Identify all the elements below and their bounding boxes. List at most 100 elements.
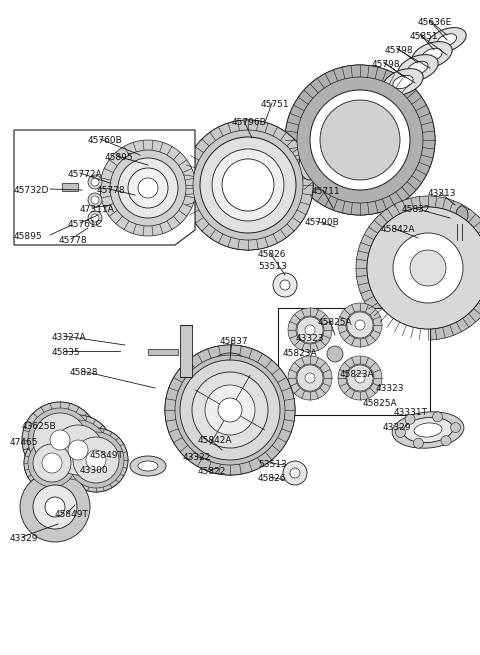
Text: 45778: 45778 [97, 186, 126, 195]
Text: 45636E: 45636E [418, 18, 452, 27]
Ellipse shape [408, 62, 428, 75]
FancyBboxPatch shape [180, 325, 192, 377]
Circle shape [297, 365, 323, 391]
Circle shape [110, 150, 186, 226]
Circle shape [346, 364, 374, 392]
Polygon shape [14, 130, 195, 245]
Circle shape [91, 196, 99, 204]
Circle shape [297, 77, 423, 203]
Circle shape [91, 178, 99, 186]
Ellipse shape [299, 150, 321, 180]
Circle shape [441, 436, 451, 445]
Circle shape [33, 485, 77, 529]
Circle shape [43, 415, 113, 485]
Text: 45760B: 45760B [88, 136, 123, 145]
Circle shape [33, 444, 71, 482]
Circle shape [320, 100, 400, 180]
Circle shape [212, 149, 284, 221]
Text: 45823A: 45823A [283, 349, 318, 358]
Text: 43331T: 43331T [394, 408, 428, 417]
Circle shape [273, 273, 297, 297]
Circle shape [367, 207, 480, 329]
Circle shape [310, 90, 410, 190]
Circle shape [28, 408, 92, 472]
Circle shape [347, 365, 373, 391]
Ellipse shape [456, 206, 468, 224]
Circle shape [183, 120, 313, 250]
Circle shape [64, 428, 128, 492]
Circle shape [222, 159, 274, 211]
Circle shape [88, 175, 102, 189]
Circle shape [53, 425, 103, 475]
Circle shape [193, 130, 303, 240]
Circle shape [165, 345, 295, 475]
Text: 45790B: 45790B [305, 218, 340, 227]
Circle shape [327, 346, 343, 362]
Ellipse shape [422, 48, 442, 62]
Circle shape [183, 120, 313, 250]
Text: 45796B: 45796B [232, 118, 267, 127]
Circle shape [24, 435, 80, 491]
Circle shape [205, 385, 255, 435]
Circle shape [73, 437, 119, 483]
Circle shape [33, 413, 87, 467]
Circle shape [451, 422, 461, 432]
Ellipse shape [412, 42, 452, 68]
Circle shape [305, 325, 315, 335]
FancyBboxPatch shape [62, 183, 78, 191]
Text: 45732D: 45732D [14, 186, 49, 195]
Circle shape [288, 308, 332, 352]
Circle shape [355, 320, 365, 330]
Circle shape [285, 65, 435, 215]
Text: 45832: 45832 [402, 205, 431, 214]
Circle shape [42, 453, 62, 473]
Circle shape [175, 355, 285, 465]
Circle shape [413, 438, 423, 448]
Text: 45711: 45711 [312, 187, 341, 196]
Text: 53513: 53513 [258, 460, 287, 469]
Text: 45826: 45826 [258, 250, 287, 259]
Text: 45837: 45837 [220, 337, 249, 346]
Circle shape [68, 432, 124, 488]
Circle shape [347, 312, 373, 338]
Circle shape [218, 398, 242, 422]
Circle shape [68, 440, 88, 460]
Circle shape [45, 497, 65, 517]
Text: 45772A: 45772A [68, 170, 103, 179]
Text: 45828: 45828 [70, 368, 98, 377]
Circle shape [43, 415, 113, 485]
Circle shape [367, 207, 480, 329]
Circle shape [118, 158, 178, 218]
Text: 45895: 45895 [105, 153, 133, 162]
Ellipse shape [304, 157, 316, 173]
Text: 45778: 45778 [59, 236, 88, 245]
Text: 45825A: 45825A [363, 399, 397, 408]
Text: 43213: 43213 [428, 189, 456, 198]
Circle shape [396, 428, 406, 438]
Circle shape [165, 345, 295, 475]
Circle shape [432, 412, 443, 422]
Circle shape [100, 140, 196, 236]
Circle shape [283, 461, 307, 485]
Circle shape [355, 373, 365, 383]
FancyBboxPatch shape [148, 349, 178, 355]
Circle shape [297, 317, 323, 343]
Ellipse shape [216, 353, 244, 367]
Circle shape [91, 214, 99, 222]
Text: 47311A: 47311A [80, 205, 115, 214]
Circle shape [305, 373, 315, 383]
Circle shape [22, 402, 98, 478]
Text: 45761C: 45761C [68, 220, 103, 229]
Text: 45825A: 45825A [318, 318, 353, 327]
Circle shape [410, 250, 446, 286]
Text: 45798: 45798 [385, 46, 414, 55]
Text: 45842A: 45842A [381, 225, 416, 234]
Text: 45822: 45822 [198, 467, 227, 476]
Text: 43322: 43322 [183, 453, 211, 462]
Circle shape [138, 178, 158, 198]
Ellipse shape [414, 423, 442, 437]
Circle shape [180, 360, 280, 460]
Circle shape [48, 420, 108, 480]
Text: 43625B: 43625B [22, 422, 57, 431]
Circle shape [290, 468, 300, 478]
